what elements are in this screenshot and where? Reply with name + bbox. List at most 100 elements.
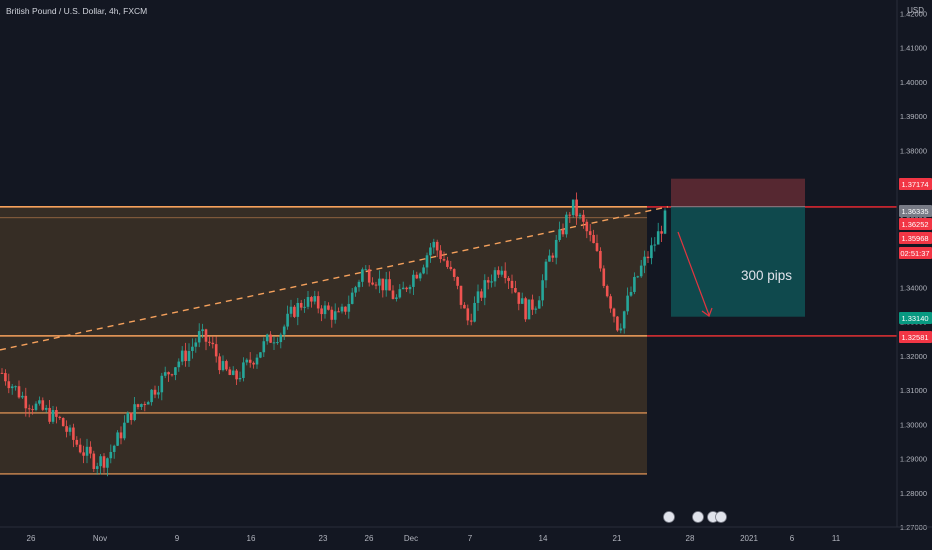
candle-body [221,361,225,371]
candle-body [303,306,306,308]
candle-body [78,444,82,453]
price-badge: 1.36252 [901,220,928,229]
candle-body [442,259,446,261]
candle-body [483,280,487,298]
range-box [0,206,647,474]
candle-body [51,410,55,422]
candle-body [255,357,259,365]
candle-body [561,229,565,235]
time-tick-label: Dec [404,534,418,543]
candle-body [0,372,4,374]
candle-body [337,311,340,313]
candle-body [289,306,293,314]
price-tick-label: 1.34000 [900,283,927,292]
candle-body [480,291,483,298]
candle-body [235,370,238,380]
candle-body [466,308,470,321]
candle-body [469,320,473,322]
candle-body [92,453,96,469]
candle-body [4,373,7,382]
candle-body [10,386,14,389]
candle-body [490,281,493,283]
candle-body [44,407,48,410]
candle-body [374,284,378,286]
symbol-legend[interactable]: British Pound / U.S. Dollar, 4h, FXCM [6,6,148,16]
candle-body [279,334,283,343]
candle-body [180,350,184,362]
candle-body [170,374,174,376]
candle-body [184,350,187,362]
candle-body [473,302,476,322]
price-tick-label: 1.42000 [900,9,927,18]
price-tick-label: 1.39000 [900,112,927,121]
candle-body [259,352,262,358]
candle-body [89,446,92,454]
candle-body [463,304,466,309]
candle-body [643,256,646,266]
candle-body [626,295,629,312]
candle-body [201,329,204,332]
candle-body [619,328,623,331]
time-tick-label: 7 [468,534,473,543]
candle-body [106,458,109,468]
candle-body [449,266,453,270]
candle-body [425,255,429,268]
candle-body [548,255,551,262]
event-marker-icon [692,511,704,523]
candle-body [187,351,191,362]
candle-body [41,400,45,410]
candle-body [520,298,524,304]
candle-body [112,445,116,452]
candle-body [551,255,555,258]
candle-body [143,404,147,406]
candle-body [269,334,272,343]
candle-body [452,269,456,277]
candle-body [367,269,371,283]
candle-body [582,214,585,222]
candle-body [646,256,650,259]
time-tick-label: 16 [247,534,256,543]
price-tick-label: 1.32000 [900,352,927,361]
candle-body [612,308,616,317]
candle-body [316,296,320,309]
candle-body [157,392,160,395]
candle-body [191,346,194,352]
event-marker-icon [715,511,727,523]
candle-body [629,291,633,296]
time-tick-label: 6 [790,534,795,543]
candle-body [609,296,612,309]
candle-body [333,311,337,320]
candle-body [252,362,255,365]
candle-body [129,412,133,421]
price-badge-bg [899,312,932,324]
candle-body [439,250,442,260]
candle-body [588,231,592,235]
candle-body [58,416,62,418]
time-tick-label: 14 [539,534,548,543]
time-tick-label: Nov [93,534,107,543]
candle-body [663,210,667,234]
candle-body [27,408,31,410]
price-tick-label: 1.41000 [900,44,927,53]
currency-label: USD [907,6,924,15]
candle-body [384,279,388,291]
price-badge-bg [899,218,932,230]
candle-body [262,341,266,353]
price-tick-label: 1.30000 [900,420,927,429]
price-tick-label: 1.28000 [900,489,927,498]
candle-body [153,389,157,395]
candle-body [245,359,249,363]
price-badge: 1.33140 [901,314,928,323]
price-tick-label: 1.31000 [900,386,927,395]
candle-body [595,243,599,251]
candle-body [507,278,510,281]
candle-body [633,276,636,292]
candle-body [412,274,415,287]
candle-body [650,245,653,259]
candle-body [605,285,609,297]
price-badge: 02:51:37 [900,249,929,258]
candle-body [653,244,657,246]
candle-body [524,298,527,320]
